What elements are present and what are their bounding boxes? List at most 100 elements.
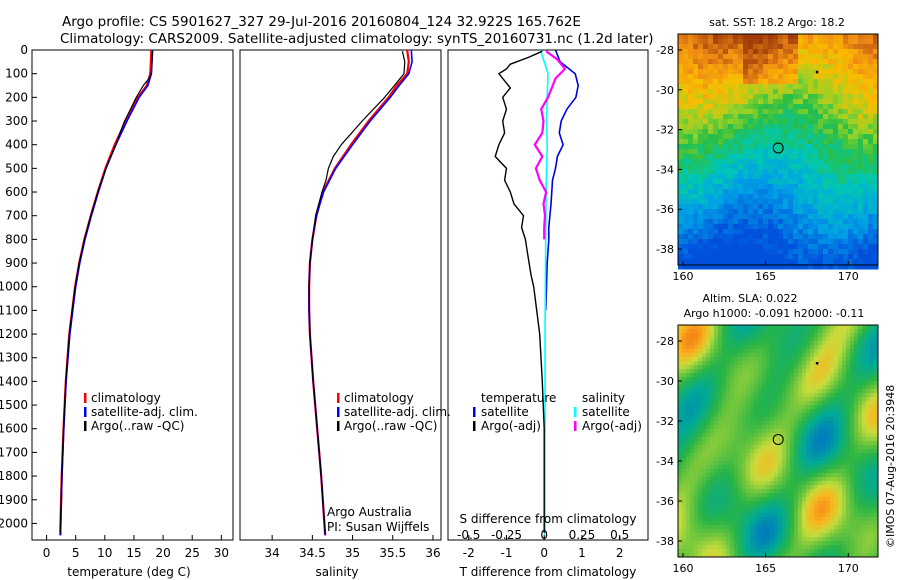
map-cell xyxy=(774,517,779,522)
map-cell xyxy=(806,405,811,410)
map-cell xyxy=(778,159,784,165)
map-cell xyxy=(843,74,849,80)
map-cell xyxy=(838,134,844,140)
map-cell xyxy=(818,139,824,145)
map-cell xyxy=(708,194,714,200)
map-cell xyxy=(690,529,695,534)
map-cell xyxy=(828,219,834,225)
map-cell xyxy=(742,369,747,374)
map-cell xyxy=(698,333,703,338)
map-cell xyxy=(718,219,724,225)
map-cell xyxy=(806,457,811,462)
map-cell xyxy=(754,421,759,426)
map-cell xyxy=(698,373,703,378)
map-cell xyxy=(818,337,823,342)
map-cell xyxy=(854,549,859,554)
map-cell xyxy=(726,393,731,398)
t-difference-label: T difference from climatology xyxy=(459,565,637,579)
map-cell xyxy=(846,537,851,542)
map-cell xyxy=(710,445,715,450)
map-cell xyxy=(843,194,849,200)
map-cell xyxy=(833,224,839,230)
map-cell xyxy=(686,429,691,434)
map-cell xyxy=(808,54,814,60)
map-cell xyxy=(688,94,694,100)
map-cell xyxy=(788,249,794,255)
map-cell xyxy=(750,385,755,390)
map-cell xyxy=(863,204,869,210)
map-cell xyxy=(828,44,834,50)
map-cell xyxy=(703,64,709,70)
map-cell xyxy=(678,94,684,100)
map-cell xyxy=(846,377,851,382)
map-cell xyxy=(708,89,714,95)
map-cell xyxy=(834,333,839,338)
map-cell xyxy=(730,481,735,486)
map-cell xyxy=(850,361,855,366)
map-cell xyxy=(866,385,871,390)
map-cell xyxy=(843,204,849,210)
map-cell xyxy=(718,129,724,135)
map-cell xyxy=(862,437,867,442)
map-cell xyxy=(830,465,835,470)
map-cell xyxy=(713,69,719,75)
map-cell xyxy=(746,541,751,546)
map-cell xyxy=(770,533,775,538)
map-cell xyxy=(822,337,827,342)
map-cell xyxy=(774,529,779,534)
map-cell xyxy=(734,417,739,422)
map-cell xyxy=(678,473,683,478)
map-cell xyxy=(813,199,819,205)
map-cell xyxy=(823,144,829,150)
map-cell xyxy=(743,144,749,150)
map-cell xyxy=(850,409,855,414)
map-cell xyxy=(838,517,843,522)
map-cell xyxy=(788,224,794,230)
map-cell xyxy=(862,473,867,478)
map-cell xyxy=(873,244,879,250)
map-cell xyxy=(782,481,787,486)
map-cell xyxy=(858,139,864,145)
map-cell xyxy=(758,44,764,50)
map-cell xyxy=(718,489,723,494)
map-cell xyxy=(703,164,709,170)
y-tick-label: 1800 xyxy=(0,469,28,483)
map-cell xyxy=(738,74,744,80)
map-cell xyxy=(766,481,771,486)
map-cell xyxy=(846,381,851,386)
map-cell xyxy=(854,405,859,410)
map-cell xyxy=(713,94,719,100)
map-cell xyxy=(762,545,767,550)
map-cell xyxy=(842,369,847,374)
map-cell xyxy=(768,164,774,170)
map-cell xyxy=(870,337,875,342)
map-cell xyxy=(808,254,814,260)
map-cell xyxy=(754,413,759,418)
map-cell xyxy=(738,69,744,75)
map-cell xyxy=(710,473,715,478)
map-cell xyxy=(790,473,795,478)
map-cell xyxy=(854,369,859,374)
map-cell xyxy=(848,144,854,150)
map-cell xyxy=(803,114,809,120)
map-cell xyxy=(746,553,751,558)
map-cell xyxy=(694,537,699,542)
map-cell xyxy=(758,493,763,498)
map-cell xyxy=(763,94,769,100)
map-cell xyxy=(768,234,774,240)
map-cell xyxy=(838,109,844,115)
map-cell xyxy=(783,59,789,65)
map-cell xyxy=(858,169,864,175)
map-cell xyxy=(863,59,869,65)
map-cell xyxy=(863,199,869,205)
map-cell xyxy=(754,365,759,370)
map-cell xyxy=(863,94,869,100)
map-cell xyxy=(774,341,779,346)
map-cell xyxy=(778,194,784,200)
map-cell xyxy=(728,59,734,65)
map-cell xyxy=(854,413,859,418)
map-cell xyxy=(678,405,683,410)
map-cell xyxy=(678,124,684,130)
map-cell xyxy=(782,337,787,342)
map-cell xyxy=(843,199,849,205)
